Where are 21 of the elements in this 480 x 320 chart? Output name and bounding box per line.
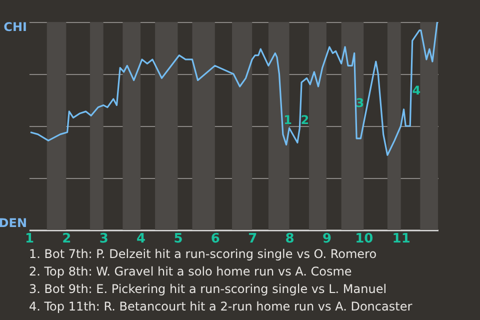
annotation: 4 xyxy=(412,84,421,98)
text: 3. Bot 9th: E. Pickering hit a run-scoring single vs L. Manuel xyxy=(29,282,387,296)
text: DEN xyxy=(0,216,27,230)
text: 4. Top 11th: R. Betancourt hit a 2-run home run vs A. Doncaster xyxy=(29,300,412,314)
x-tick-label: 6 xyxy=(210,232,220,246)
x-tick-label: 8 xyxy=(285,232,294,246)
annotation: 2 xyxy=(300,112,310,127)
x-tick-label: 3 xyxy=(99,232,108,246)
text: 1. Bot 7th: P. Delzeit hit a run-scoring single vs O. Romero xyxy=(29,247,377,261)
x-tick-label: 10 xyxy=(355,232,374,246)
text: 2. Top 8th: W. Gravel hit a solo home run vs A. Cosme xyxy=(29,264,352,278)
annotation: 1 xyxy=(284,112,292,127)
x-tick-label: 2 xyxy=(62,232,72,246)
x-tick-label: 7 xyxy=(248,232,258,246)
x-tick-label: 5 xyxy=(174,232,183,246)
x-tick-label: 9 xyxy=(322,232,332,246)
annotation: 3 xyxy=(356,96,364,110)
x-tick-label: 11 xyxy=(392,232,410,246)
x-tick-label: 1 xyxy=(24,232,34,246)
x-tick-label: 4 xyxy=(136,232,146,246)
text: CHI xyxy=(4,20,27,34)
